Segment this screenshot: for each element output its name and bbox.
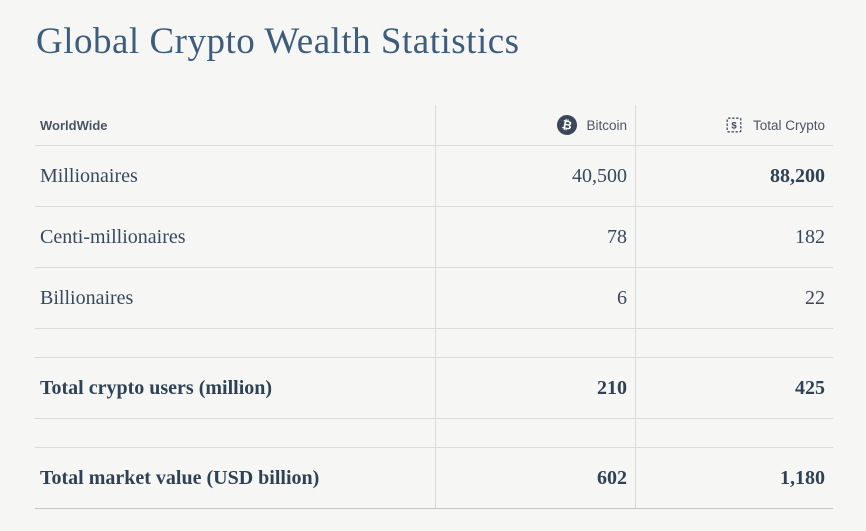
column-header-bitcoin-label: Bitcoin: [586, 117, 627, 133]
row-label: Centi-millionaires: [40, 225, 186, 248]
value-cell: 88,200: [770, 164, 825, 187]
chip-dollar-icon: $: [724, 115, 744, 135]
value-cell: 78: [607, 225, 627, 248]
row-label: Total crypto users (million): [40, 376, 273, 399]
corner-header-cell: WorldWide: [35, 105, 435, 145]
table-row: Billionaires 6 22: [35, 268, 833, 329]
spacer-row: [35, 419, 833, 448]
row-label: Total market value (USD billion): [40, 466, 320, 489]
value-cell: 22: [805, 286, 825, 309]
value-cell: 1,180: [780, 466, 825, 489]
column-header-total-crypto: $ Total Crypto: [635, 105, 833, 145]
value-cell: 182: [795, 225, 825, 248]
corner-label: WorldWide: [40, 117, 108, 133]
value-cell: 6: [617, 286, 627, 309]
column-header-bitcoin: ₿ Bitcoin: [435, 105, 635, 145]
table-row: Millionaires 40,500 88,200: [35, 146, 833, 207]
table-row: Centi-millionaires 78 182: [35, 207, 833, 268]
table-row: Total market value (USD billion) 602 1,1…: [35, 448, 833, 509]
bitcoin-icon: ₿: [555, 113, 580, 137]
crypto-wealth-table: WorldWide ₿ Bitcoin $ Total Crypto: [35, 105, 833, 509]
table-body: Millionaires 40,500 88,200 Centi-million…: [35, 146, 833, 509]
page: Global Crypto Wealth Statistics WorldWid…: [35, 21, 833, 509]
value-cell: 602: [597, 466, 627, 489]
table-header-row: WorldWide ₿ Bitcoin $ Total Crypto: [35, 105, 833, 146]
column-header-total-crypto-label: Total Crypto: [752, 117, 825, 133]
spacer-row: [35, 329, 833, 358]
value-cell: 425: [795, 376, 825, 399]
row-label: Billionaires: [40, 286, 134, 309]
value-cell: 210: [597, 376, 627, 399]
value-cell: 40,500: [572, 164, 627, 187]
svg-text:$: $: [731, 121, 737, 132]
row-label: Millionaires: [40, 164, 138, 187]
table-row: Total crypto users (million) 210 425: [35, 358, 833, 419]
page-title: Global Crypto Wealth Statistics: [36, 21, 520, 62]
